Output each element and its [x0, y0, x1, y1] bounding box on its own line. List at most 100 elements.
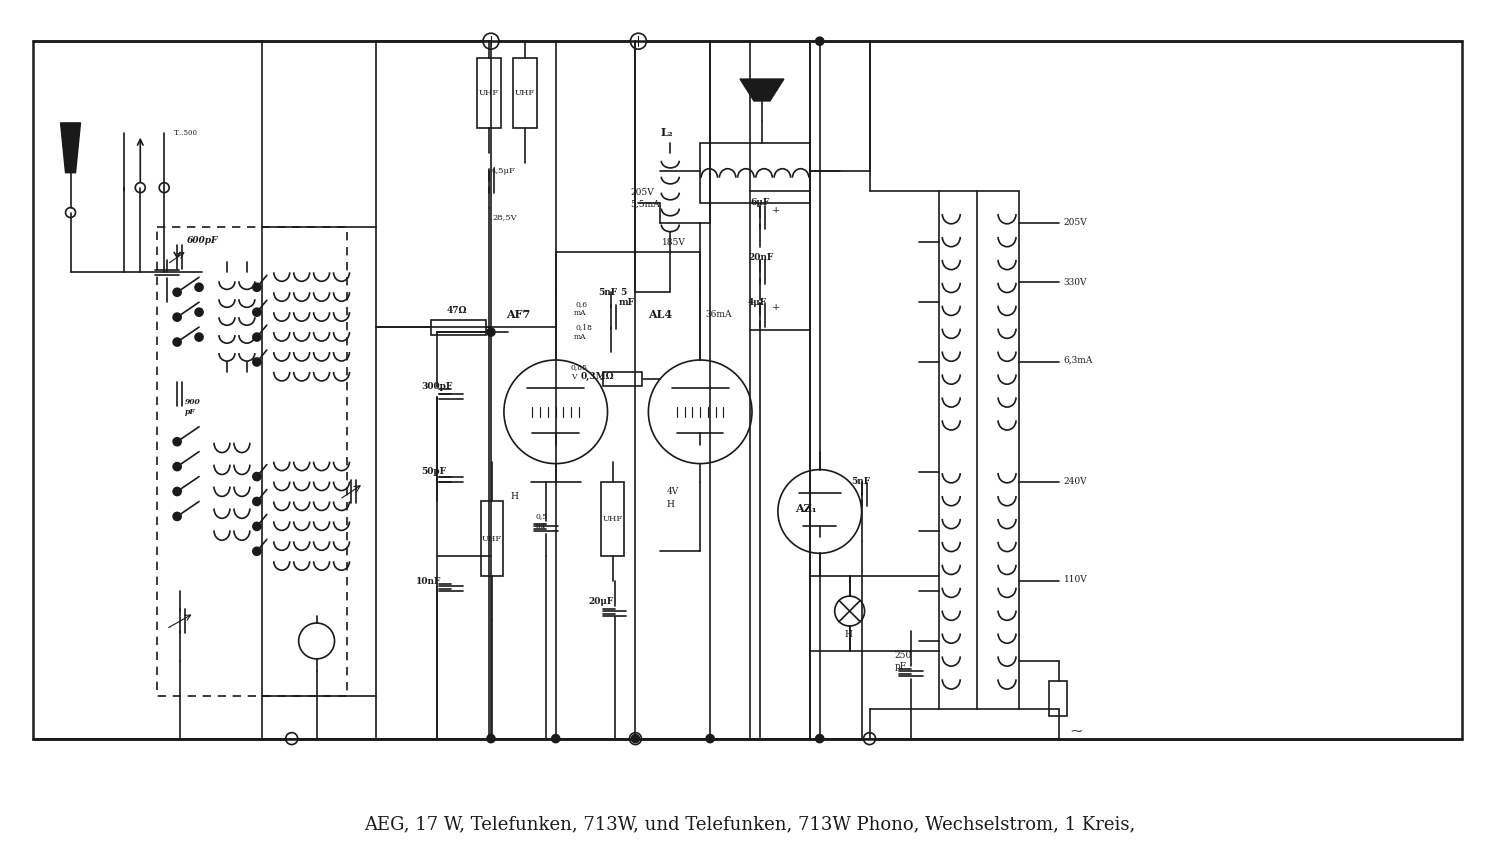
- Text: UHF: UHF: [514, 89, 535, 97]
- Circle shape: [504, 360, 608, 464]
- Text: AZ₁: AZ₁: [795, 503, 816, 514]
- Text: 20μF: 20μF: [588, 596, 613, 606]
- Text: ~: ~: [1070, 722, 1083, 739]
- Bar: [603, 372, 642, 386]
- Text: 900: 900: [184, 398, 201, 406]
- Text: 50pF: 50pF: [422, 467, 446, 476]
- Circle shape: [254, 333, 261, 341]
- Circle shape: [172, 313, 182, 321]
- Text: mA: mA: [573, 309, 586, 317]
- Circle shape: [483, 33, 500, 49]
- Bar: [158, 228, 346, 695]
- Text: +: +: [772, 303, 780, 311]
- Circle shape: [630, 33, 646, 49]
- Circle shape: [816, 734, 824, 743]
- Circle shape: [254, 358, 261, 366]
- Text: 4V: 4V: [666, 487, 678, 496]
- Bar: [262, 228, 376, 695]
- Circle shape: [706, 734, 714, 743]
- Text: 240V: 240V: [1064, 477, 1088, 486]
- Circle shape: [864, 733, 876, 744]
- Text: mF: mF: [618, 298, 634, 307]
- Text: AEG, 17 W, Telefunken, 713W, und Telefunken, 713W Phono, Wechselstrom, 1 Kreis,: AEG, 17 W, Telefunken, 713W, und Telefun…: [364, 816, 1136, 834]
- Text: pF: pF: [894, 662, 906, 672]
- Text: H: H: [844, 630, 852, 640]
- Text: 6,3mA: 6,3mA: [1064, 355, 1094, 365]
- Circle shape: [254, 308, 261, 316]
- Bar: [513, 58, 537, 128]
- Text: 5nF: 5nF: [598, 288, 618, 297]
- Circle shape: [488, 328, 495, 336]
- Text: UHF: UHF: [482, 535, 502, 543]
- Circle shape: [172, 338, 182, 346]
- Circle shape: [195, 333, 202, 341]
- Circle shape: [648, 360, 752, 464]
- Text: AL4: AL4: [648, 309, 672, 320]
- Bar: [1048, 681, 1066, 716]
- Text: 47Ω: 47Ω: [446, 305, 466, 315]
- Circle shape: [172, 437, 182, 446]
- Text: pF: pF: [184, 408, 196, 416]
- Bar: [482, 502, 502, 576]
- Circle shape: [172, 513, 182, 520]
- Text: 0,85: 0,85: [570, 363, 588, 371]
- Text: T...500: T...500: [174, 129, 198, 137]
- Text: mF: mF: [536, 522, 548, 530]
- Text: 5: 5: [621, 288, 627, 297]
- Bar: [430, 320, 486, 335]
- Text: UHF: UHF: [603, 515, 622, 523]
- Text: H: H: [512, 492, 519, 501]
- Text: 300pF: 300pF: [422, 382, 453, 392]
- Circle shape: [254, 547, 261, 555]
- Circle shape: [195, 283, 202, 291]
- Text: 28,5V: 28,5V: [494, 213, 517, 222]
- Text: 36mA: 36mA: [705, 310, 732, 319]
- Text: 5,5mA: 5,5mA: [630, 201, 660, 209]
- Text: 0,6: 0,6: [576, 300, 588, 308]
- Text: 330V: 330V: [1064, 277, 1088, 287]
- Text: V: V: [570, 373, 576, 381]
- Text: 600pF: 600pF: [188, 236, 219, 245]
- Circle shape: [285, 733, 297, 744]
- Text: 6μF: 6μF: [750, 198, 770, 207]
- Bar: [600, 481, 624, 557]
- Circle shape: [778, 470, 861, 553]
- Circle shape: [66, 207, 75, 217]
- Circle shape: [195, 308, 202, 316]
- Bar: [939, 190, 1019, 709]
- Text: L₂: L₂: [660, 128, 674, 139]
- Text: 0,18: 0,18: [576, 323, 592, 331]
- Text: H: H: [666, 500, 674, 509]
- Bar: [750, 190, 810, 330]
- Text: 250: 250: [894, 651, 912, 661]
- Text: 4,5μF: 4,5μF: [490, 167, 516, 175]
- Text: UHF: UHF: [478, 89, 500, 97]
- Circle shape: [172, 288, 182, 296]
- Text: 205V: 205V: [630, 188, 654, 197]
- Text: 5nF: 5nF: [852, 477, 870, 486]
- Text: +: +: [772, 206, 780, 215]
- Circle shape: [254, 283, 261, 291]
- Text: 205V: 205V: [1064, 218, 1088, 227]
- Text: 10nF: 10nF: [416, 577, 441, 585]
- Circle shape: [172, 463, 182, 470]
- Circle shape: [159, 183, 170, 193]
- Circle shape: [630, 733, 642, 744]
- Polygon shape: [60, 123, 81, 173]
- Circle shape: [135, 183, 146, 193]
- Bar: [700, 143, 810, 202]
- Text: 4μF: 4μF: [748, 298, 766, 307]
- Text: 20nF: 20nF: [748, 253, 774, 262]
- Circle shape: [298, 623, 334, 659]
- Circle shape: [254, 522, 261, 530]
- Circle shape: [254, 497, 261, 505]
- Circle shape: [834, 596, 864, 626]
- Bar: [477, 58, 501, 128]
- Circle shape: [632, 734, 639, 743]
- Circle shape: [172, 487, 182, 496]
- Text: 0,5: 0,5: [536, 513, 548, 520]
- Circle shape: [488, 734, 495, 743]
- Text: 185V: 185V: [663, 238, 686, 247]
- Circle shape: [254, 473, 261, 481]
- Polygon shape: [740, 79, 784, 101]
